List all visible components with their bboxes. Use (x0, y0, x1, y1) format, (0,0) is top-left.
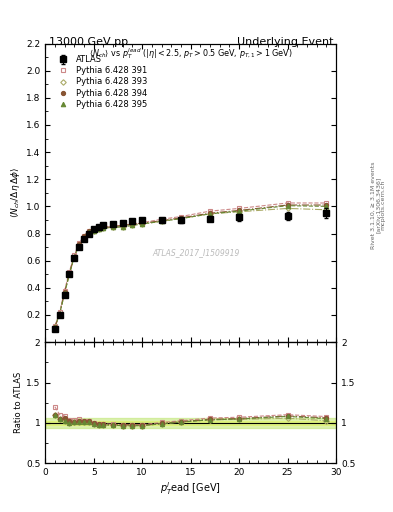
Bar (45, 418, 336, 428)
Text: $\langle N_{ch}\rangle$ vs $p_T^{lead}$ ($|\eta|<2.5$, $p_T>0.5$ GeV, $p_{T,1}>1: $\langle N_{ch}\rangle$ vs $p_T^{lead}$ … (89, 47, 292, 61)
Y-axis label: $\langle N_{ch}/\Delta\eta\,\Delta\phi\rangle$: $\langle N_{ch}/\Delta\eta\,\Delta\phi\r… (9, 167, 22, 218)
Text: mcplots.cern.ch: mcplots.cern.ch (381, 180, 386, 230)
X-axis label: $p_T^{l}$ead [GeV]: $p_T^{l}$ead [GeV] (160, 480, 221, 497)
Text: [arXiv:1306.3436]: [arXiv:1306.3436] (376, 177, 381, 233)
Legend: ATLAS, Pythia 6.428 391, Pythia 6.428 393, Pythia 6.428 394, Pythia 6.428 395: ATLAS, Pythia 6.428 391, Pythia 6.428 39… (52, 54, 149, 110)
Y-axis label: Ratio to ATLAS: Ratio to ATLAS (14, 372, 23, 433)
Text: ATLAS_2017_I1509919: ATLAS_2017_I1509919 (153, 248, 240, 257)
Text: 13000 GeV pp: 13000 GeV pp (49, 37, 128, 47)
Bar (45, 420, 336, 425)
Text: Rivet 3.1.10, ≥ 3.1M events: Rivet 3.1.10, ≥ 3.1M events (371, 161, 376, 248)
Text: Underlying Event: Underlying Event (237, 37, 333, 47)
